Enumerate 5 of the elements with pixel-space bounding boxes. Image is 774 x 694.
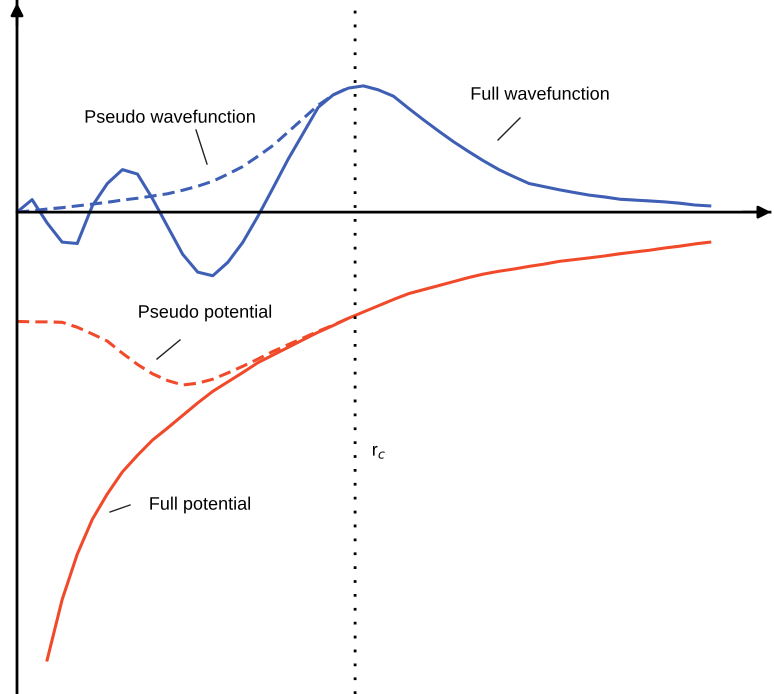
annotation: r$_{c}$ [372, 446, 385, 459]
text: Full wavefunction [472, 86, 609, 100]
text: Full potential [150, 496, 250, 514]
series-label: Pseudo potential [139, 304, 272, 322]
series-label: Pseudo wavefunction [86, 110, 255, 123]
